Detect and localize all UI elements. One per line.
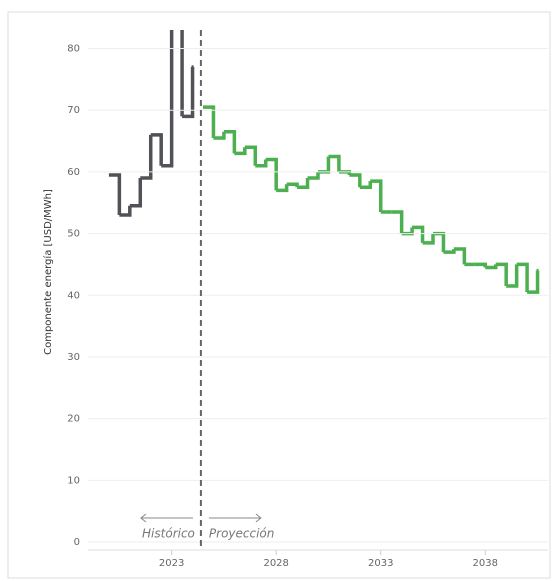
y-tick-label: 40 bbox=[67, 290, 80, 301]
arrow bbox=[140, 513, 193, 523]
step-segment bbox=[265, 157, 278, 191]
x-tick-label: 2033 bbox=[368, 558, 393, 569]
step-segment bbox=[150, 133, 163, 166]
y-tick-label: 10 bbox=[67, 475, 80, 486]
step-segment bbox=[359, 181, 373, 190]
step-segment bbox=[119, 205, 132, 217]
step-segment bbox=[108, 173, 122, 216]
plot-area bbox=[108, 30, 540, 294]
step-segment bbox=[443, 248, 456, 254]
step-segment bbox=[276, 184, 289, 193]
step-segment bbox=[203, 105, 216, 138]
y-tick-label: 60 bbox=[67, 167, 80, 178]
step-segment bbox=[180, 30, 184, 117]
step-segment bbox=[161, 30, 174, 168]
step-segment bbox=[182, 67, 195, 119]
y-tick-label: 0 bbox=[74, 537, 80, 548]
step-segment bbox=[370, 179, 383, 212]
step-segment bbox=[412, 225, 425, 243]
step-segment bbox=[297, 178, 310, 190]
step-segment bbox=[129, 178, 143, 208]
step-segment bbox=[506, 264, 519, 288]
step-segment bbox=[495, 262, 508, 286]
y-tick-label: 30 bbox=[67, 352, 80, 363]
annotation: Histórico bbox=[142, 527, 195, 541]
step-segment bbox=[234, 147, 247, 156]
y-tick-label: 20 bbox=[67, 414, 80, 425]
step-segment bbox=[140, 134, 153, 180]
step-segment bbox=[453, 247, 467, 265]
step-segment bbox=[527, 270, 540, 294]
step-segment bbox=[255, 159, 268, 168]
step-segment bbox=[307, 171, 320, 180]
step-segment bbox=[213, 131, 226, 140]
step-segment bbox=[422, 233, 435, 245]
y-tick-label: 80 bbox=[67, 44, 80, 55]
x-tick-label: 2038 bbox=[473, 558, 498, 569]
step-segment bbox=[485, 264, 498, 270]
y-axis-label: Componente energía [USD/MWh] bbox=[42, 189, 54, 355]
x-tick-label: 2023 bbox=[159, 558, 184, 569]
step-segment bbox=[391, 210, 404, 234]
x-tick-label: 2028 bbox=[263, 558, 288, 569]
step-segment bbox=[244, 145, 258, 166]
y-tick-label: 50 bbox=[67, 229, 80, 240]
step-segment bbox=[328, 154, 341, 172]
step-segment bbox=[223, 130, 237, 154]
arrow bbox=[208, 513, 262, 523]
annotation: Proyección bbox=[209, 527, 274, 541]
step-segment bbox=[349, 173, 362, 188]
y-tick-label: 70 bbox=[67, 105, 80, 116]
step-segment bbox=[516, 262, 529, 293]
